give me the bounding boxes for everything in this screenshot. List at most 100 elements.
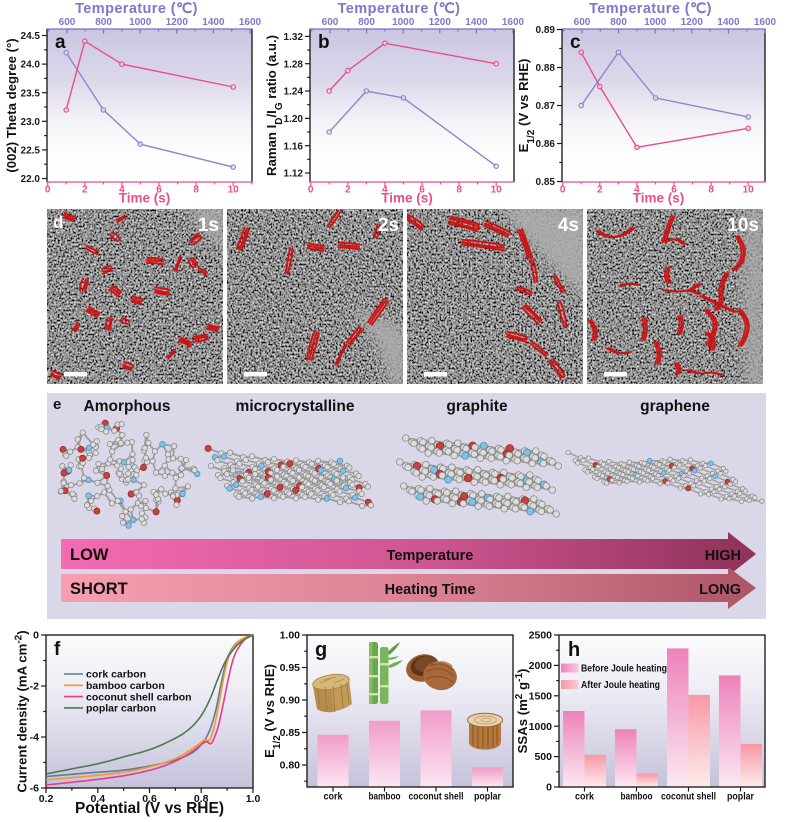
svg-text:bamboo: bamboo: [369, 792, 401, 803]
svg-text:1600: 1600: [754, 17, 777, 28]
svg-text:800: 800: [95, 17, 112, 28]
svg-text:Time (s): Time (s): [119, 191, 171, 206]
svg-text:0.90: 0.90: [280, 695, 301, 707]
svg-text:Potential (V vs RHE): Potential (V vs RHE): [75, 800, 224, 817]
svg-text:600: 600: [322, 17, 339, 28]
svg-text:1s: 1s: [198, 215, 219, 236]
svg-text:23.0: 23.0: [21, 117, 41, 128]
svg-text:8: 8: [708, 185, 714, 196]
svg-text:1200: 1200: [166, 17, 189, 28]
svg-text:Temperature (℃): Temperature (℃): [338, 1, 461, 17]
svg-text:-6: -6: [30, 783, 39, 795]
svg-text:0.2: 0.2: [39, 793, 54, 805]
svg-text:e: e: [53, 396, 61, 413]
svg-text:1600: 1600: [502, 17, 525, 28]
svg-text:8: 8: [193, 185, 199, 196]
svg-text:1000: 1000: [529, 721, 553, 733]
svg-text:0.85: 0.85: [280, 727, 301, 739]
svg-text:Time (s): Time (s): [633, 191, 685, 206]
svg-text:24.5: 24.5: [21, 31, 41, 42]
svg-text:1600: 1600: [239, 17, 262, 28]
svg-text:1.00: 1.00: [280, 630, 301, 642]
svg-text:1.20: 1.20: [284, 114, 304, 125]
svg-text:0.8: 0.8: [194, 793, 209, 805]
svg-text:1200: 1200: [681, 17, 704, 28]
svg-text:2: 2: [82, 185, 88, 196]
svg-text:poplar carbon: poplar carbon: [86, 703, 156, 715]
svg-text:Amorphous: Amorphous: [84, 398, 171, 415]
svg-text:600: 600: [59, 17, 76, 28]
svg-text:0.80: 0.80: [280, 760, 301, 772]
svg-text:d: d: [53, 213, 63, 232]
svg-text:Time (s): Time (s): [381, 191, 433, 206]
svg-text:6: 6: [156, 185, 162, 196]
svg-text:2000: 2000: [529, 660, 553, 672]
svg-text:0.6: 0.6: [142, 793, 157, 805]
svg-text:-4: -4: [30, 732, 39, 744]
svg-text:f: f: [54, 639, 61, 660]
svg-text:1200: 1200: [429, 17, 452, 28]
svg-text:bamboo carbon: bamboo carbon: [86, 680, 165, 692]
svg-text:0: 0: [560, 185, 566, 196]
svg-text:600: 600: [574, 17, 591, 28]
svg-text:10: 10: [491, 185, 503, 196]
svg-text:microcrystalline: microcrystalline: [236, 398, 355, 415]
svg-text:22.5: 22.5: [21, 146, 41, 157]
svg-text:HIGH: HIGH: [705, 548, 741, 564]
svg-text:1400: 1400: [465, 17, 488, 28]
svg-text:1.24: 1.24: [284, 87, 304, 98]
svg-text:0.95: 0.95: [280, 662, 301, 674]
svg-text:LONG: LONG: [699, 582, 741, 598]
svg-text:poplar: poplar: [474, 792, 501, 803]
svg-text:1.28: 1.28: [284, 59, 304, 70]
svg-text:graphite: graphite: [446, 398, 508, 415]
svg-text:1.0: 1.0: [246, 793, 261, 805]
svg-text:b: b: [318, 32, 330, 53]
svg-text:4s: 4s: [558, 215, 579, 236]
svg-text:0.88: 0.88: [536, 63, 556, 74]
svg-text:1500: 1500: [529, 690, 553, 702]
svg-text:6: 6: [671, 185, 677, 196]
svg-text:cork: cork: [575, 792, 594, 803]
svg-text:bamboo: bamboo: [621, 792, 653, 803]
svg-text:4: 4: [634, 185, 640, 196]
svg-text:1000: 1000: [392, 17, 415, 28]
svg-text:0: 0: [33, 630, 39, 642]
svg-text:2500: 2500: [529, 630, 553, 642]
svg-text:0: 0: [308, 185, 314, 196]
svg-text:2s: 2s: [378, 215, 399, 236]
svg-text:23.5: 23.5: [21, 88, 41, 99]
svg-text:After Joule heating: After Joule heating: [581, 680, 660, 691]
svg-text:24.0: 24.0: [21, 60, 41, 71]
svg-text:h: h: [568, 639, 580, 661]
svg-text:Temperature (℃): Temperature (℃): [589, 1, 712, 17]
svg-text:Temperature (℃): Temperature (℃): [75, 1, 198, 17]
svg-text:1400: 1400: [717, 17, 740, 28]
svg-text:0: 0: [45, 185, 51, 196]
svg-text:10s: 10s: [727, 215, 759, 236]
svg-text:1.16: 1.16: [284, 141, 304, 152]
svg-text:1.32: 1.32: [284, 32, 304, 43]
svg-text:1400: 1400: [202, 17, 225, 28]
svg-text:cork: cork: [324, 792, 343, 803]
svg-text:LOW: LOW: [70, 546, 109, 564]
svg-text:0.85: 0.85: [536, 177, 556, 188]
svg-text:10: 10: [743, 185, 755, 196]
svg-text:Heating Time: Heating Time: [385, 582, 476, 598]
svg-text:6: 6: [419, 185, 425, 196]
svg-text:-2: -2: [30, 681, 39, 693]
svg-text:10: 10: [228, 185, 240, 196]
svg-text:a: a: [55, 32, 66, 53]
svg-text:0: 0: [546, 782, 552, 794]
svg-text:1000: 1000: [644, 17, 667, 28]
svg-text:cork carbon: cork carbon: [86, 669, 146, 681]
svg-text:g: g: [315, 639, 327, 661]
svg-text:2: 2: [345, 185, 351, 196]
svg-text:poplar: poplar: [727, 792, 754, 803]
svg-text:0.87: 0.87: [536, 101, 556, 112]
svg-text:Temperature: Temperature: [387, 548, 474, 564]
svg-text:8: 8: [456, 185, 462, 196]
svg-text:coconut shell: coconut shell: [409, 792, 464, 803]
svg-text:c: c: [570, 32, 581, 53]
svg-text:(002) Theta degree (°): (002) Theta degree (°): [4, 38, 19, 172]
